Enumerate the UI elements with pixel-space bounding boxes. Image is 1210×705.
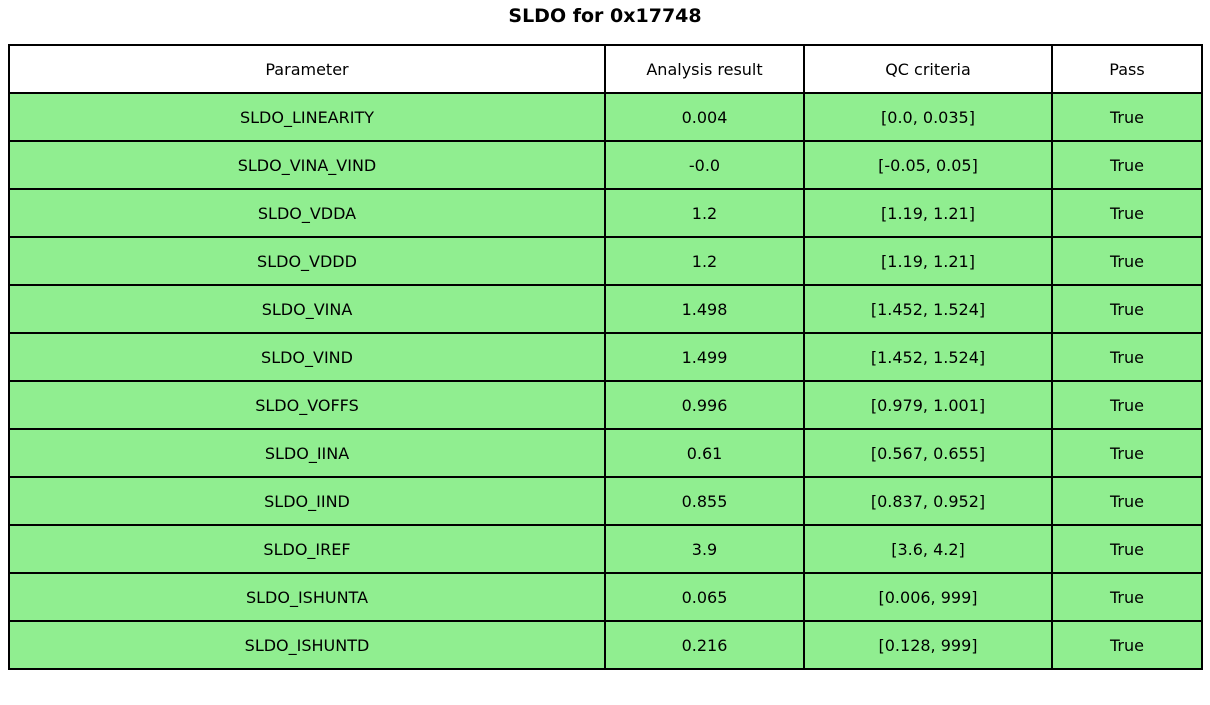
criteria-cell: [-0.05, 0.05] bbox=[803, 140, 1053, 190]
table-row: SLDO_IINA 0.61 [0.567, 0.655] True bbox=[8, 428, 1203, 478]
result-cell: 0.855 bbox=[604, 476, 805, 526]
pass-cell: True bbox=[1051, 188, 1203, 238]
table-row: SLDO_IREF 3.9 [3.6, 4.2] True bbox=[8, 524, 1203, 574]
criteria-cell: [3.6, 4.2] bbox=[803, 524, 1053, 574]
table-row: SLDO_ISHUNTD 0.216 [0.128, 999] True bbox=[8, 620, 1203, 670]
criteria-cell: [0.979, 1.001] bbox=[803, 380, 1053, 430]
pass-cell: True bbox=[1051, 428, 1203, 478]
column-header-qc-criteria: QC criteria bbox=[803, 44, 1053, 94]
criteria-cell: [1.452, 1.524] bbox=[803, 332, 1053, 382]
result-cell: 0.996 bbox=[604, 380, 805, 430]
table-header: Parameter Analysis result QC criteria Pa… bbox=[8, 44, 1203, 94]
table-row: SLDO_ISHUNTA 0.065 [0.006, 999] True bbox=[8, 572, 1203, 622]
parameter-cell: SLDO_IIND bbox=[8, 476, 606, 526]
table-body: SLDO_LINEARITY 0.004 [0.0, 0.035] True S… bbox=[8, 92, 1203, 670]
criteria-cell: [0.567, 0.655] bbox=[803, 428, 1053, 478]
pass-cell: True bbox=[1051, 332, 1203, 382]
result-cell: 1.2 bbox=[604, 188, 805, 238]
table-row: SLDO_VDDD 1.2 [1.19, 1.21] True bbox=[8, 236, 1203, 286]
parameter-cell: SLDO_ISHUNTA bbox=[8, 572, 606, 622]
parameter-cell: SLDO_IINA bbox=[8, 428, 606, 478]
table-row: SLDO_IIND 0.855 [0.837, 0.952] True bbox=[8, 476, 1203, 526]
criteria-cell: [0.0, 0.035] bbox=[803, 92, 1053, 142]
page-title: SLDO for 0x17748 bbox=[508, 5, 702, 27]
pass-cell: True bbox=[1051, 620, 1203, 670]
result-cell: 1.2 bbox=[604, 236, 805, 286]
column-header-pass: Pass bbox=[1051, 44, 1203, 94]
criteria-cell: [1.19, 1.21] bbox=[803, 188, 1053, 238]
parameter-cell: SLDO_LINEARITY bbox=[8, 92, 606, 142]
result-cell: 3.9 bbox=[604, 524, 805, 574]
result-cell: 1.498 bbox=[604, 284, 805, 334]
qc-results-table: Parameter Analysis result QC criteria Pa… bbox=[8, 44, 1203, 670]
pass-cell: True bbox=[1051, 236, 1203, 286]
parameter-cell: SLDO_IREF bbox=[8, 524, 606, 574]
criteria-cell: [0.837, 0.952] bbox=[803, 476, 1053, 526]
table-row: SLDO_VDDA 1.2 [1.19, 1.21] True bbox=[8, 188, 1203, 238]
pass-cell: True bbox=[1051, 140, 1203, 190]
parameter-cell: SLDO_VINA bbox=[8, 284, 606, 334]
table-row: SLDO_VINA_VIND -0.0 [-0.05, 0.05] True bbox=[8, 140, 1203, 190]
result-cell: 0.065 bbox=[604, 572, 805, 622]
parameter-cell: SLDO_VINA_VIND bbox=[8, 140, 606, 190]
pass-cell: True bbox=[1051, 572, 1203, 622]
pass-cell: True bbox=[1051, 92, 1203, 142]
pass-cell: True bbox=[1051, 380, 1203, 430]
column-header-analysis-result: Analysis result bbox=[604, 44, 805, 94]
criteria-cell: [1.452, 1.524] bbox=[803, 284, 1053, 334]
table-row: SLDO_VINA 1.498 [1.452, 1.524] True bbox=[8, 284, 1203, 334]
header-row: Parameter Analysis result QC criteria Pa… bbox=[8, 44, 1203, 94]
result-cell: -0.0 bbox=[604, 140, 805, 190]
table-row: SLDO_VIND 1.499 [1.452, 1.524] True bbox=[8, 332, 1203, 382]
pass-cell: True bbox=[1051, 524, 1203, 574]
result-cell: 0.61 bbox=[604, 428, 805, 478]
parameter-cell: SLDO_VDDD bbox=[8, 236, 606, 286]
parameter-cell: SLDO_VOFFS bbox=[8, 380, 606, 430]
table-row: SLDO_LINEARITY 0.004 [0.0, 0.035] True bbox=[8, 92, 1203, 142]
criteria-cell: [0.006, 999] bbox=[803, 572, 1053, 622]
parameter-cell: SLDO_VDDA bbox=[8, 188, 606, 238]
criteria-cell: [0.128, 999] bbox=[803, 620, 1053, 670]
result-cell: 0.216 bbox=[604, 620, 805, 670]
column-header-parameter: Parameter bbox=[8, 44, 606, 94]
result-cell: 1.499 bbox=[604, 332, 805, 382]
parameter-cell: SLDO_VIND bbox=[8, 332, 606, 382]
criteria-cell: [1.19, 1.21] bbox=[803, 236, 1053, 286]
result-cell: 0.004 bbox=[604, 92, 805, 142]
table-row: SLDO_VOFFS 0.996 [0.979, 1.001] True bbox=[8, 380, 1203, 430]
pass-cell: True bbox=[1051, 476, 1203, 526]
parameter-cell: SLDO_ISHUNTD bbox=[8, 620, 606, 670]
pass-cell: True bbox=[1051, 284, 1203, 334]
